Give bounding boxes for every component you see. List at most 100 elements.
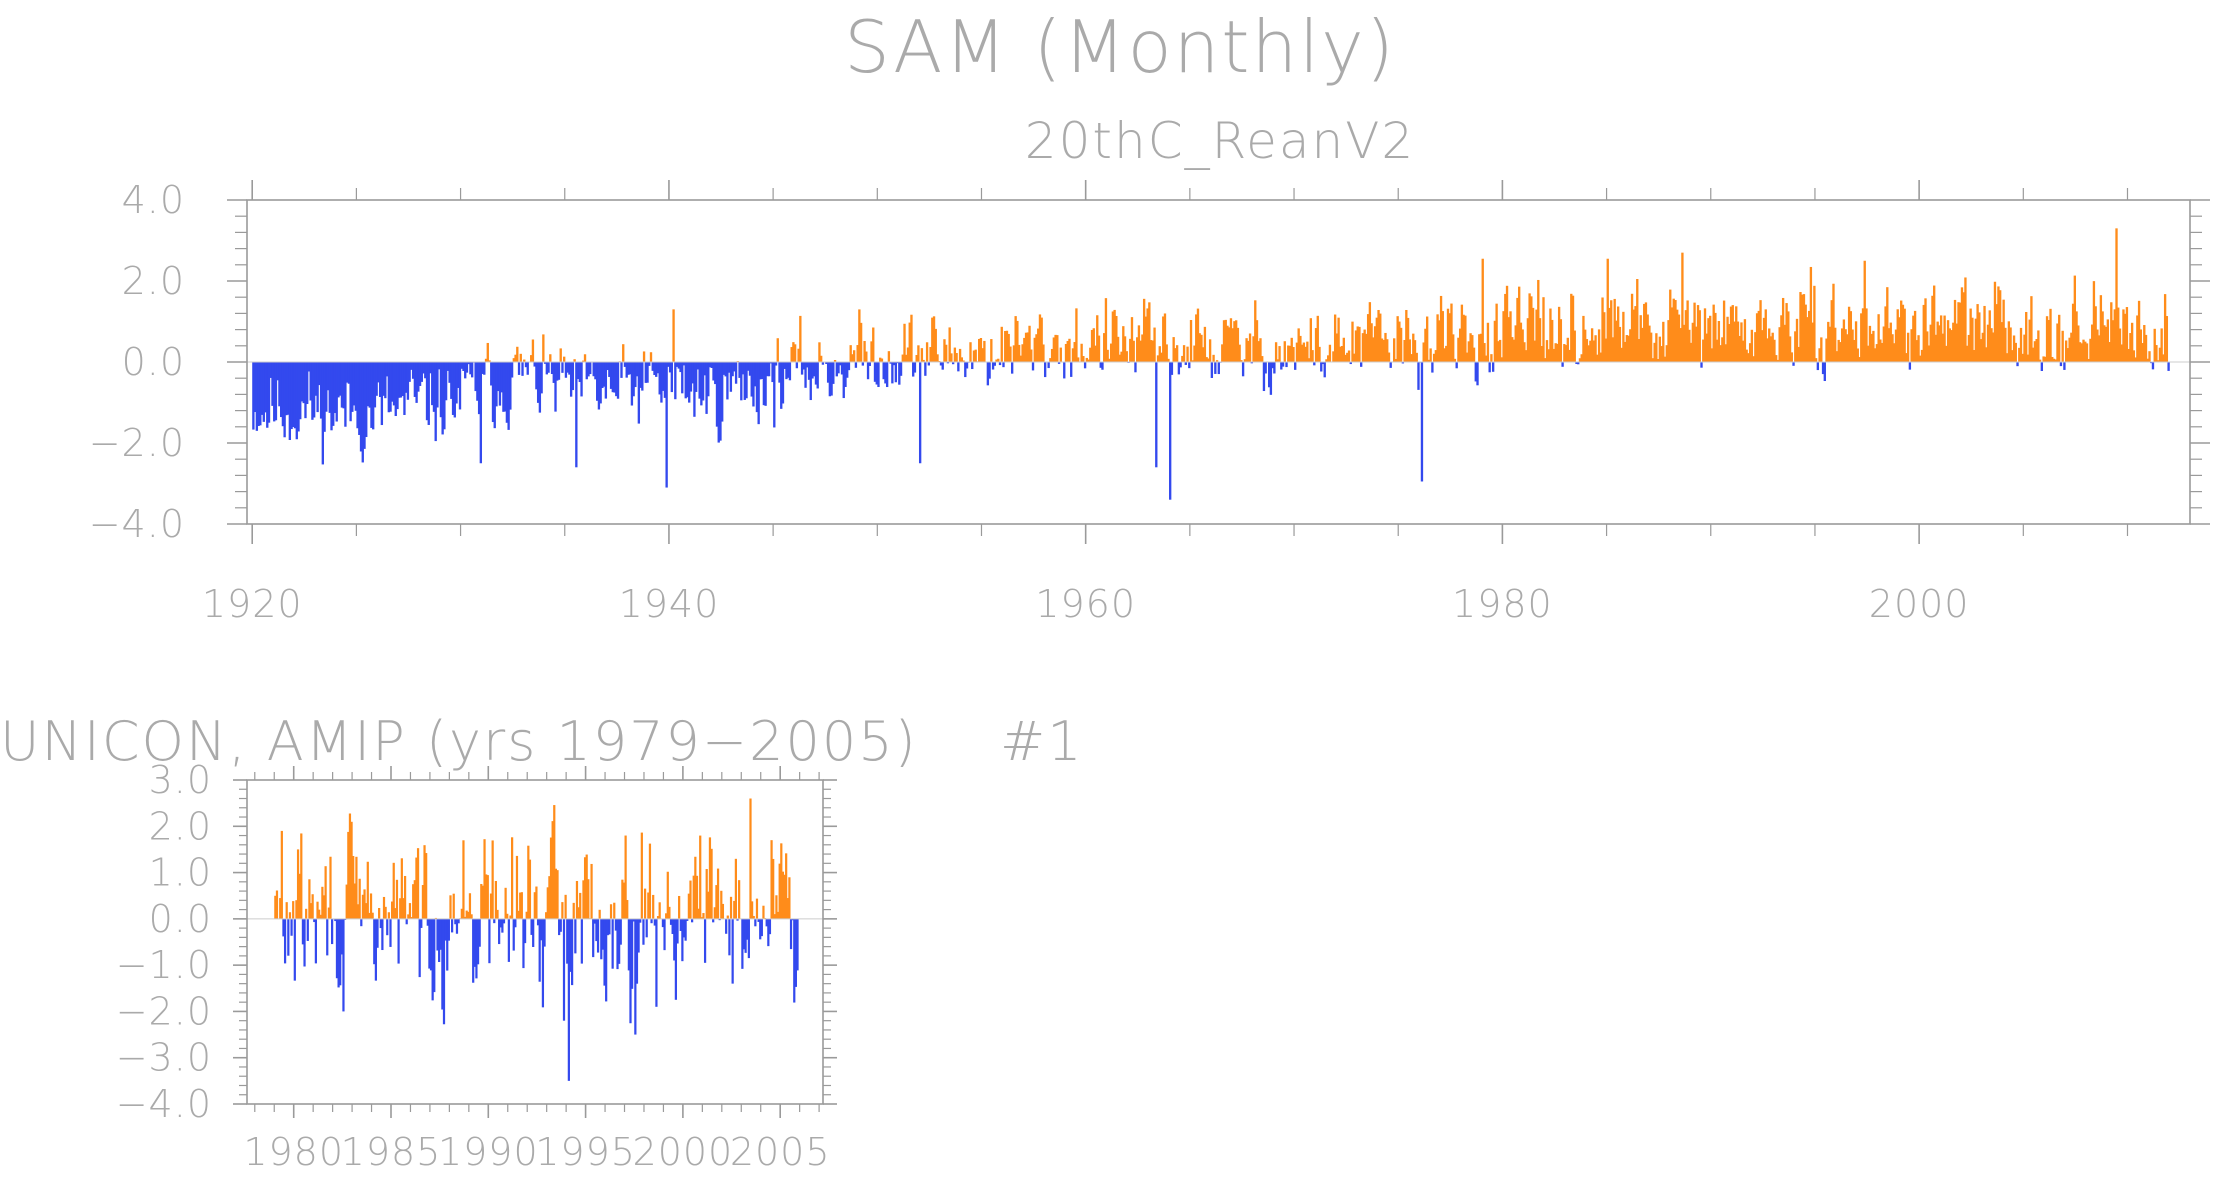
positive-bar — [699, 835, 702, 919]
positive-bar — [1049, 358, 1052, 362]
positive-bar — [1809, 266, 1813, 362]
positive-bar — [1804, 304, 1807, 362]
negative-bar — [1011, 362, 1014, 374]
positive-bar — [365, 903, 368, 919]
negative-bar — [253, 362, 257, 413]
negative-bar — [760, 362, 764, 379]
negative-bar — [469, 362, 472, 375]
positive-bar — [1406, 317, 1410, 362]
negative-bar — [774, 362, 778, 366]
negative-bar — [433, 918, 436, 993]
positive-bar — [772, 858, 775, 919]
negative-bar — [457, 918, 460, 924]
positive-bar — [1075, 308, 1078, 362]
positive-bar — [1248, 333, 1252, 362]
positive-bar — [1590, 328, 1594, 362]
positive-bar — [713, 907, 716, 919]
negative-bar — [747, 918, 750, 959]
positive-bar — [1071, 348, 1075, 362]
positive-bar — [387, 912, 390, 919]
positive-bar — [1439, 295, 1443, 362]
negative-bar — [769, 362, 772, 364]
positive-bar — [1573, 330, 1576, 362]
positive-bar — [598, 909, 601, 919]
negative-bar — [566, 362, 569, 373]
negative-bar — [660, 362, 663, 403]
positive-bar — [626, 900, 629, 919]
positive-bar — [1953, 299, 1957, 362]
positive-bar — [1403, 339, 1406, 362]
x-ticks — [251, 180, 2129, 544]
negative-bar — [637, 362, 641, 424]
positive-bar — [1597, 329, 1601, 362]
positive-bar — [2163, 294, 2167, 362]
negative-bar — [606, 918, 609, 936]
positive-bar — [1017, 344, 1021, 362]
negative-bar — [571, 918, 574, 986]
negative-bar — [608, 362, 611, 377]
negative-bar — [1177, 362, 1181, 375]
positive-bar — [1531, 307, 1535, 362]
positive-bar — [1394, 358, 1398, 362]
negative-bar — [679, 918, 682, 931]
positive-bar — [1695, 326, 1698, 362]
negative-bar — [1271, 362, 1274, 369]
x-tick-label: 1990 — [438, 1130, 539, 1174]
negative-bar — [714, 362, 717, 385]
negative-bar — [964, 362, 967, 378]
positive-bar — [2000, 322, 2004, 362]
positive-bar — [1835, 351, 1839, 362]
positive-bar — [1198, 333, 1201, 362]
negative-bar — [1155, 362, 1158, 468]
negative-bar — [271, 362, 274, 406]
positive-bar — [1684, 310, 1688, 362]
positive-bar — [1806, 317, 1809, 362]
positive-bar — [1537, 279, 1540, 362]
negative-bar — [616, 918, 619, 970]
negative-bar — [813, 362, 816, 377]
positive-bar — [1901, 304, 1905, 362]
negative-bar — [682, 918, 686, 938]
positive-bar — [274, 895, 277, 919]
positive-bar — [905, 354, 908, 362]
negative-bar — [514, 918, 517, 928]
positive-bar — [1346, 352, 1349, 362]
positive-bar — [915, 354, 918, 362]
x-tick-label: 1940 — [619, 582, 720, 626]
positive-bar — [410, 917, 413, 919]
negative-bar — [663, 918, 666, 951]
positive-bar — [585, 854, 588, 919]
negative-bar — [724, 362, 727, 377]
negative-bar — [380, 362, 384, 426]
positive-bar — [818, 342, 821, 362]
positive-bar — [879, 357, 882, 362]
positive-bar — [1302, 342, 1306, 362]
negative-bar — [965, 362, 969, 369]
positive-bar — [2125, 307, 2129, 362]
negative-bar — [417, 362, 420, 392]
positive-bar — [1299, 335, 1302, 362]
positive-bar — [421, 885, 425, 919]
negative-bar — [443, 362, 446, 430]
positive-bar — [1507, 317, 1510, 362]
negative-bar — [379, 918, 382, 929]
positive-bar — [1667, 320, 1670, 362]
x-tick-label: 1995 — [535, 1130, 636, 1174]
y-ticks — [227, 199, 2210, 525]
negative-bar — [712, 362, 715, 381]
negative-bar — [743, 362, 746, 400]
negative-bar — [725, 918, 728, 934]
negative-bar — [738, 362, 741, 378]
positive-bar — [658, 902, 661, 919]
positive-bar — [575, 880, 579, 919]
negative-bar — [592, 362, 595, 377]
positive-bar — [1481, 258, 1484, 362]
positive-bar — [1618, 326, 1622, 362]
negative-bar — [759, 918, 762, 940]
positive-bar — [1535, 309, 1538, 362]
positive-bar — [1202, 347, 1205, 362]
negative-bar — [873, 362, 877, 382]
positive-bar — [780, 843, 783, 919]
positive-bar — [903, 323, 906, 362]
negative-bar — [644, 362, 647, 383]
